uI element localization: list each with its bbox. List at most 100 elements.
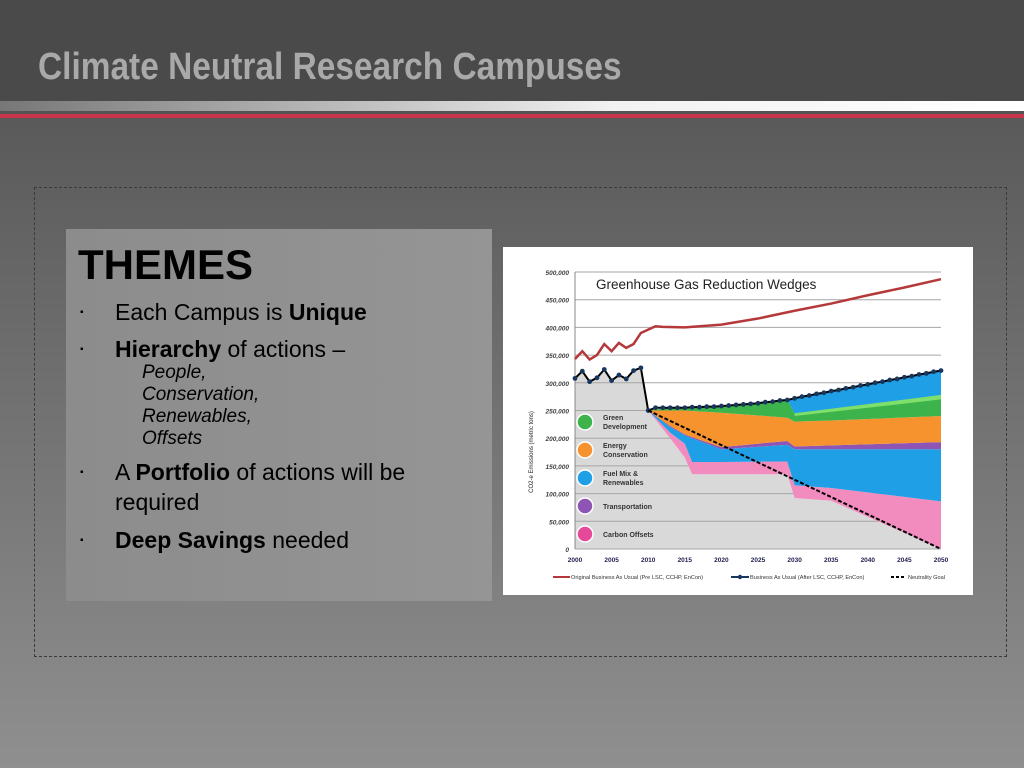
bau-point <box>784 397 790 403</box>
x-tick-label: 2000 <box>568 557 583 564</box>
bau-point <box>865 382 871 387</box>
wedge-transportation <box>648 410 941 450</box>
themes-panel: THEMES ▪ Each Campus is Unique ▪ Hierarc… <box>66 229 492 601</box>
bullet-portfolio: A Portfolio of actions will be required <box>115 457 405 517</box>
y-tick-label: 250,000 <box>545 409 570 416</box>
bold-text: Portfolio <box>135 459 231 485</box>
legend-icon-1 <box>576 441 594 459</box>
x-tick-label: 2035 <box>824 557 839 564</box>
bullet-icon: ▪ <box>80 535 84 546</box>
x-tick-label: 2025 <box>751 557 766 564</box>
bullet-icon: ▪ <box>80 344 84 355</box>
themes-heading: THEMES <box>78 241 254 288</box>
bau-point <box>828 388 834 394</box>
y-tick-label: 350,000 <box>546 353 570 360</box>
text: of actions will be <box>230 459 406 485</box>
x-tick-label: 2015 <box>678 557 693 564</box>
sub-item: Conservation, <box>142 384 260 405</box>
bau-point <box>689 404 695 410</box>
x-tick-label: 2045 <box>897 557 912 564</box>
wedge-energy-conservation <box>648 410 941 448</box>
bau-point <box>814 391 819 397</box>
text: Each Campus is <box>115 299 289 325</box>
legend-label: Original Business As Usual (Pre LSC, CCH… <box>571 575 703 581</box>
legend-icon-2 <box>576 469 594 487</box>
bau-point <box>777 398 783 403</box>
bau-point <box>594 375 600 381</box>
header-accent-line <box>0 114 1024 118</box>
bullet-hierarchy: Hierarchy of actions – <box>115 334 345 364</box>
bold-text: Hierarchy <box>115 336 222 362</box>
legend-label: Energy <box>603 443 627 450</box>
bau-point <box>704 404 710 410</box>
bau-point <box>748 401 754 407</box>
legend-label: Transportation <box>603 504 652 511</box>
y-tick-label: 450,000 <box>545 298 570 305</box>
bau-point <box>587 379 593 385</box>
x-tick-label: 2030 <box>787 557 802 564</box>
bau-point <box>799 394 805 400</box>
bau-point <box>726 403 732 408</box>
line-original-bau <box>574 277 942 362</box>
bau-point <box>858 383 863 388</box>
legend-label: Fuel Mix & <box>603 471 638 478</box>
legend-icon-4 <box>576 525 594 543</box>
bold-text: Unique <box>288 299 367 325</box>
x-tick-label: 2040 <box>861 557 876 564</box>
legend-icon-0 <box>576 413 594 431</box>
bau-point <box>697 404 702 410</box>
text: of actions – <box>221 336 346 362</box>
sub-item: People, <box>142 362 207 383</box>
legend-icon-3 <box>576 497 594 515</box>
header-divider <box>0 101 1024 111</box>
y-tick-label: 200,000 <box>545 436 570 443</box>
y-tick-label: 500,000 <box>546 270 570 277</box>
bau-point <box>923 370 929 376</box>
bullet-unique: Each Campus is Unique <box>115 297 367 327</box>
bau-point <box>916 372 922 377</box>
y-axis-label: CO2-e Emissions (metric tons) <box>529 411 535 493</box>
chart-title: Greenhouse Gas Reduction Wedges <box>596 277 817 292</box>
legend-label: Neutrality Goal <box>908 575 945 581</box>
baseline-area <box>575 367 941 549</box>
y-tick-label: 100,000 <box>546 492 570 499</box>
legend-label: Renewables <box>603 480 644 487</box>
legend-label: Business As Usual (After LSC, CCHP, EnCo… <box>750 575 864 581</box>
y-tick-label: 300,000 <box>546 381 570 388</box>
bullet-icon: ▪ <box>80 467 84 478</box>
x-tick-label: 2010 <box>641 557 656 564</box>
bau-point <box>850 384 856 390</box>
bau-point <box>616 372 622 378</box>
bau-point <box>631 368 636 374</box>
bau-point <box>843 385 849 391</box>
bau-point <box>770 399 776 405</box>
bau-point <box>880 379 885 385</box>
bau-point <box>836 387 841 393</box>
wedge-fuel-mix-renewables-new- <box>648 370 941 414</box>
bau-point <box>931 369 937 375</box>
slide-title: Climate Neutral Research Campuses <box>38 46 622 88</box>
bau-point <box>909 373 915 379</box>
y-tick-label: 0 <box>565 547 569 554</box>
content-frame <box>34 187 1007 657</box>
bau-point <box>711 404 717 410</box>
bullet-icon: ▪ <box>80 307 84 318</box>
bau-point <box>938 368 944 374</box>
bau-point <box>660 405 666 411</box>
bau-point <box>675 405 680 411</box>
x-tick-label: 2020 <box>714 557 729 564</box>
legend-marker-bau <box>737 574 743 580</box>
bau-point <box>806 393 812 398</box>
bau-point <box>601 367 607 372</box>
bau-point <box>623 376 629 382</box>
x-tick-label: 2005 <box>604 557 619 564</box>
bau-point <box>762 399 768 405</box>
bau-point <box>667 405 673 411</box>
text: A <box>115 459 136 485</box>
bau-point <box>579 368 585 374</box>
sub-item: Offsets <box>142 428 203 449</box>
bau-point <box>682 405 688 411</box>
text: needed <box>265 527 349 553</box>
bau-point <box>872 380 878 386</box>
wedge-green-development <box>648 394 941 422</box>
